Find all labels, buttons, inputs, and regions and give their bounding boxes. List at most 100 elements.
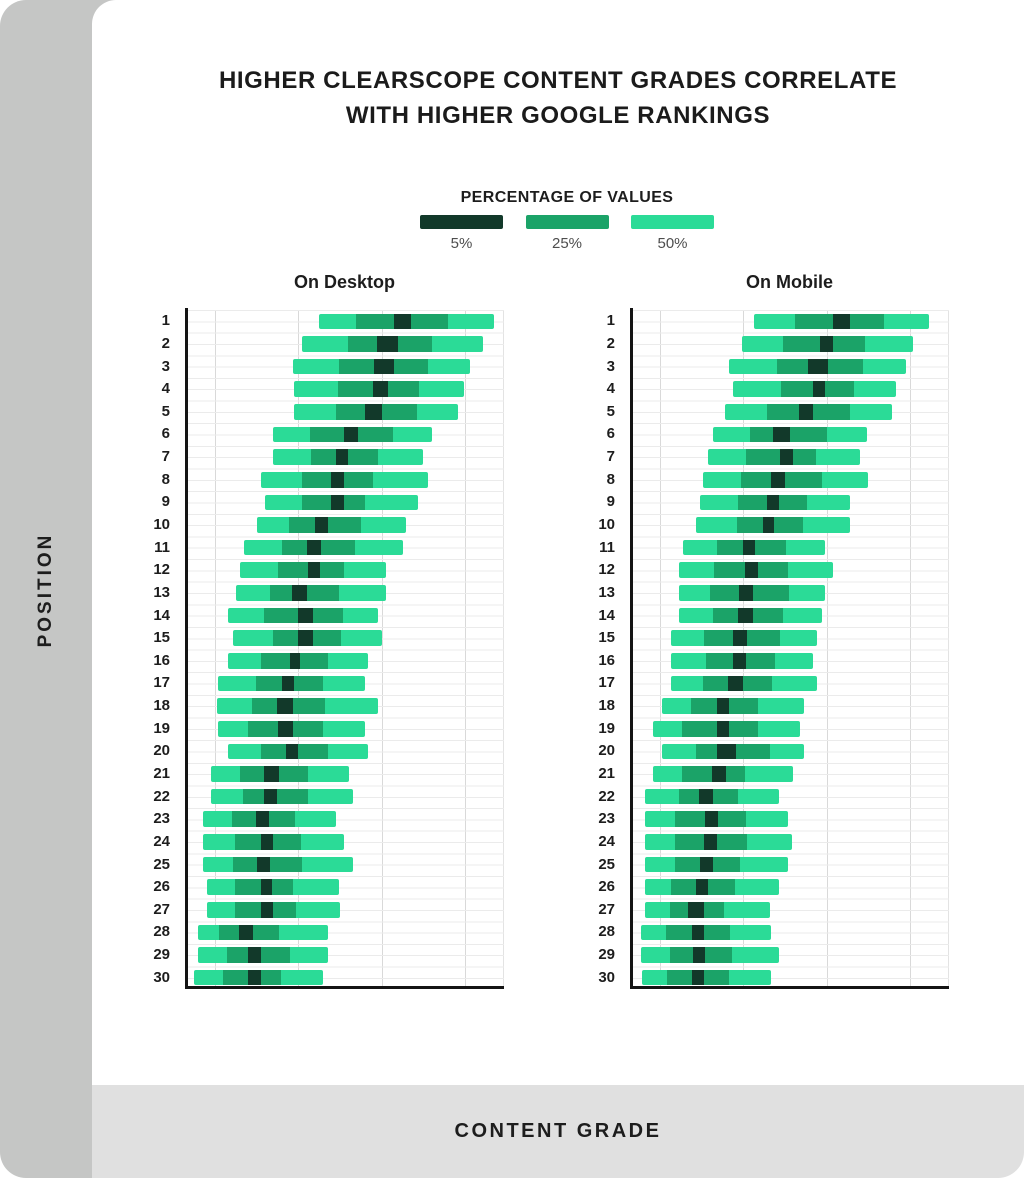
- range-bar-dark: [779, 449, 793, 465]
- y-tick-label: 28: [598, 923, 615, 941]
- y-tick-label: 13: [153, 583, 170, 601]
- range-bar-dark: [343, 426, 358, 443]
- y-tick-label: 5: [161, 402, 170, 420]
- range-bar-dark: [696, 879, 709, 895]
- page-title-line1: HIGHER CLEARSCOPE CONTENT GRADES CORRELA…: [218, 67, 898, 94]
- legend-swatch-50pct: [631, 215, 714, 229]
- y-tick-label: 23: [153, 810, 170, 828]
- range-bar-dark: [331, 471, 344, 488]
- range-bar-dark: [717, 743, 736, 760]
- y-tick-label: 7: [161, 448, 170, 466]
- y-tick-label: 22: [598, 787, 615, 805]
- x-axis-title-band: CONTENT GRADE: [92, 1085, 1024, 1178]
- range-bar-dark: [278, 720, 294, 737]
- page-title-line2: WITH HIGHER GOOGLE RANKINGS: [345, 102, 771, 129]
- range-bar-dark: [733, 653, 747, 669]
- y-tick-label: 11: [154, 538, 170, 556]
- y-tick-label: 26: [153, 878, 170, 896]
- range-bar-dark: [772, 426, 791, 443]
- y-tick-label: 17: [598, 674, 615, 692]
- range-bar-dark: [377, 336, 399, 352]
- y-tick-label: 27: [153, 900, 170, 918]
- range-bar-dark: [711, 766, 726, 782]
- range-bar-dark: [738, 607, 754, 624]
- y-tick-label: 9: [606, 493, 615, 511]
- range-bar-dark: [704, 811, 719, 828]
- range-bar-dark: [289, 653, 301, 669]
- legend-title: PERCENTAGE OF VALUES: [460, 189, 674, 206]
- range-bar-dark: [291, 585, 307, 601]
- y-tick-label: 16: [598, 651, 615, 669]
- range-bar-dark: [766, 494, 779, 511]
- range-bar-dark: [691, 924, 704, 941]
- y-tick-label: 21: [598, 764, 615, 782]
- y-tick-label: 26: [598, 878, 615, 896]
- legend: PERCENTAGE OF VALUES 5% 25% 50%: [420, 189, 714, 252]
- range-bar-dark: [257, 856, 270, 873]
- range-bar-dark: [763, 517, 774, 533]
- x-axis-title: CONTENT GRADE: [454, 1120, 662, 1142]
- range-bar-dark: [820, 336, 833, 352]
- y-tick-label: 1: [161, 312, 170, 330]
- legend-labels: 5% 25% 50%: [420, 235, 714, 252]
- range-bar-dark: [306, 539, 321, 556]
- range-bar-dark: [717, 698, 729, 714]
- range-bar-dark: [717, 720, 729, 737]
- y-tick-label: 6: [161, 425, 170, 443]
- y-tick-label: 15: [598, 629, 615, 647]
- range-bar-dark: [331, 494, 344, 511]
- y-tick-label: 10: [153, 516, 170, 534]
- range-bar-dark: [247, 969, 261, 986]
- desktop-x-axis-line: [185, 986, 504, 989]
- range-bar-dark: [688, 901, 704, 918]
- y-tick-label: 22: [153, 787, 170, 805]
- y-tick-label: 25: [153, 855, 170, 873]
- mobile-y-axis-line: [630, 308, 633, 989]
- range-bar-dark: [335, 449, 348, 465]
- y-tick-label: 6: [606, 425, 615, 443]
- legend-swatch-5pct: [420, 215, 503, 229]
- y-tick-label: 25: [598, 855, 615, 873]
- range-bar-dark: [745, 562, 758, 579]
- y-tick-label: 16: [153, 651, 170, 669]
- range-bar-dark: [698, 788, 713, 805]
- desktop-plot-area: [185, 308, 504, 989]
- range-bar-dark: [832, 313, 851, 330]
- desktop-y-axis-line: [185, 308, 188, 989]
- mobile-x-axis-line: [630, 986, 949, 989]
- range-bar-dark: [813, 381, 825, 397]
- range-bar-dark: [704, 834, 718, 850]
- y-tick-label: 24: [598, 832, 615, 850]
- mobile-y-tick-labels: 1 2 3 4 5 6 7 8 9 10 11 12 13 14 15 16 17 18 19 20 21 22 23 24 2…: [575, 310, 615, 989]
- y-axis-title: POSITION: [35, 532, 56, 648]
- y-tick-label: 7: [606, 448, 615, 466]
- range-bar-dark: [742, 539, 756, 556]
- y-tick-label: 28: [153, 923, 170, 941]
- y-tick-label: 4: [161, 380, 170, 398]
- range-bar-dark: [238, 924, 253, 941]
- y-tick-label: 4: [606, 380, 615, 398]
- y-tick-label: 27: [598, 900, 615, 918]
- range-bar-dark: [739, 585, 754, 601]
- y-tick-label: 14: [598, 606, 615, 624]
- mobile-chart-heading: On Mobile: [746, 272, 833, 292]
- range-bar-dark: [297, 607, 313, 624]
- y-tick-label: 2: [161, 334, 170, 352]
- y-tick-label: 10: [598, 516, 615, 534]
- legend-label-25pct: 25%: [551, 235, 583, 252]
- range-bar-dark: [364, 404, 383, 420]
- y-tick-label: 8: [161, 470, 170, 488]
- y-tick-label: 23: [598, 810, 615, 828]
- y-tick-label: 29: [153, 946, 170, 964]
- y-tick-label: 2: [606, 334, 615, 352]
- range-bar-dark: [256, 811, 269, 828]
- range-bar-dark: [247, 947, 261, 963]
- y-tick-label: 17: [153, 674, 170, 692]
- y-tick-label: 29: [598, 946, 615, 964]
- range-bar-dark: [260, 879, 273, 895]
- range-bar-dark: [297, 630, 313, 646]
- y-tick-label: 19: [153, 719, 170, 737]
- y-tick-label: 24: [153, 832, 170, 850]
- range-bar-dark: [286, 743, 298, 760]
